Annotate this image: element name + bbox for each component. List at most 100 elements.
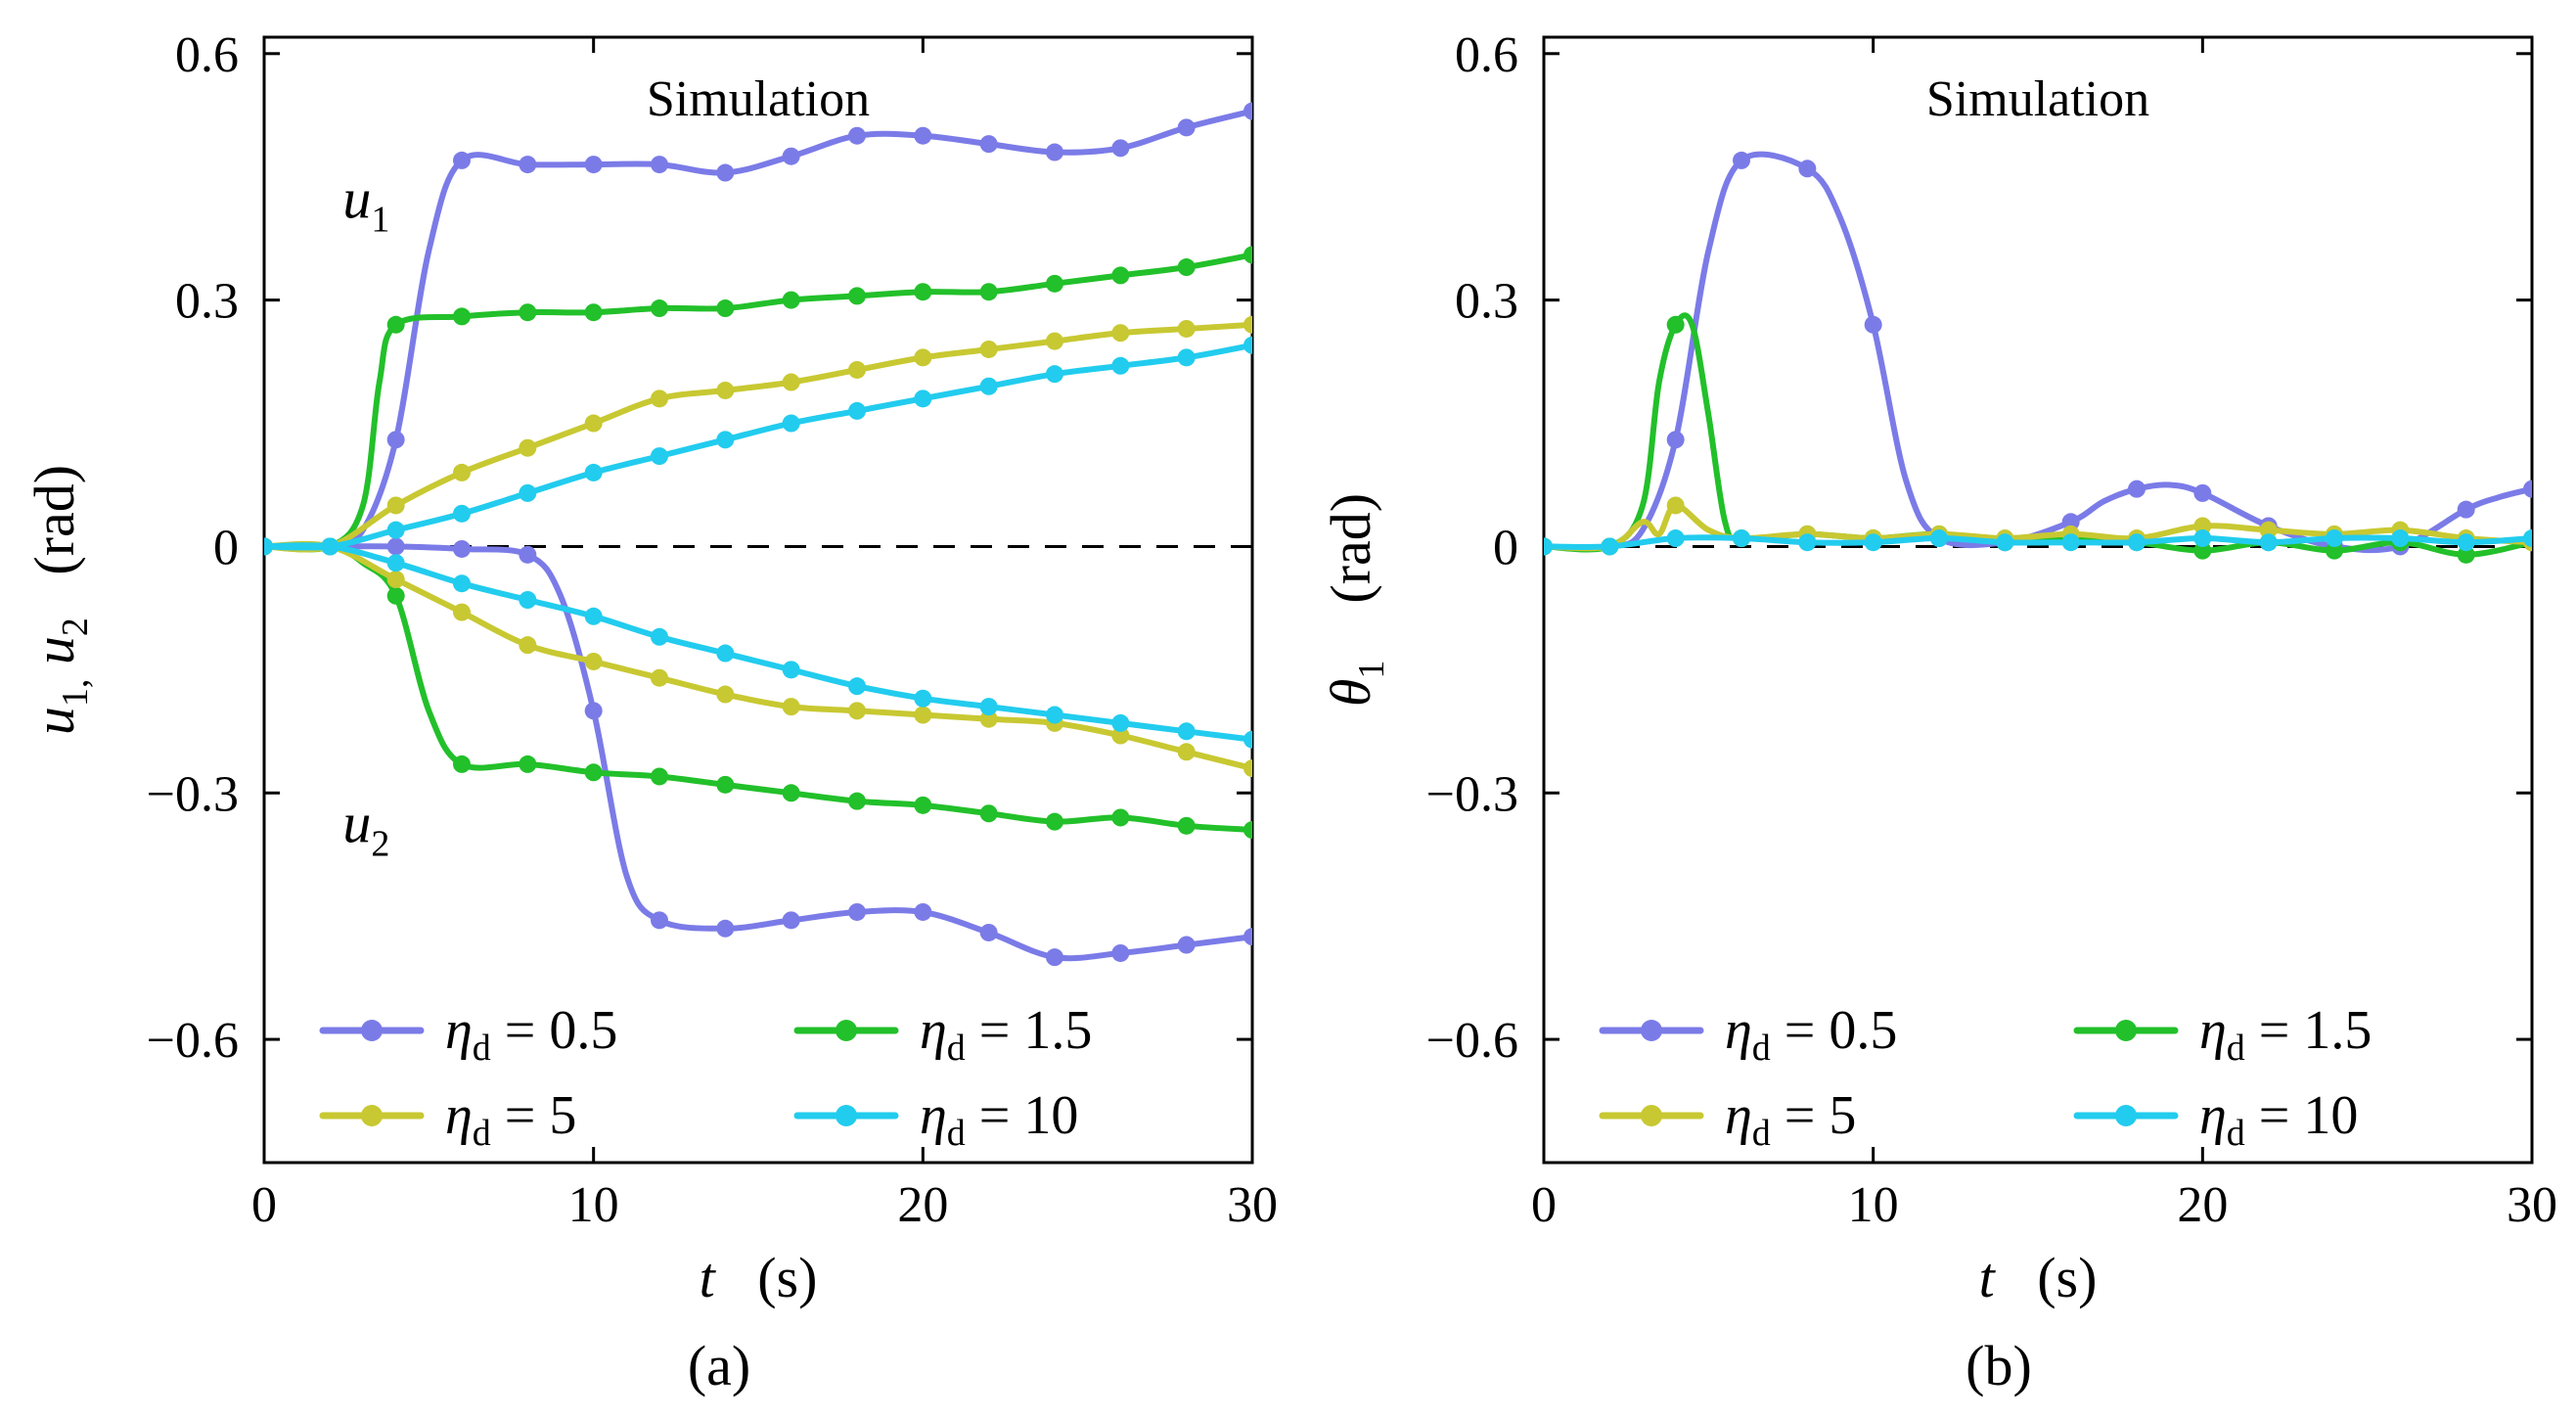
x-tick-label: 0 [251,1177,277,1233]
data-point [453,755,471,773]
data-point [2523,529,2532,548]
y-label-var2: u [23,636,86,679]
y-axis-label: θ1 (rad) [1319,493,1392,707]
legend-var: η [1725,1000,1752,1061]
data-point [321,537,339,556]
x-label-unit: (s) [1995,1246,2098,1309]
annotation-var: u [342,792,371,855]
data-point [979,135,998,154]
data-point [1046,706,1063,724]
legend-label: ηd = 0.5 [1725,1000,1897,1069]
data-point [914,902,932,921]
data-point [651,299,668,318]
x-label-unit: (s) [715,1246,818,1309]
y-tick-label: 0 [213,520,239,575]
data-point [651,767,668,786]
data-point [386,571,405,589]
data-point [716,163,735,182]
data-point [979,283,998,301]
legend-sub: d [473,1113,491,1154]
x-tick-label: 10 [1848,1177,1899,1233]
data-point [848,126,866,145]
y-tick-label: −0.6 [1426,1013,1518,1069]
data-point [1666,431,1685,449]
data-point [979,804,998,823]
y-label-sub2: 2 [55,618,96,636]
y-tick-label: −0.6 [147,1013,239,1069]
legend-var: η [445,1000,473,1061]
data-point [519,545,537,564]
x-axis-label: t (s) [700,1246,818,1309]
data-point [519,438,537,457]
data-point [651,627,668,646]
data-point [1243,821,1252,840]
data-point [2193,483,2212,502]
series-line-8 [264,542,1252,743]
series-group [264,102,1252,967]
data-point [386,521,405,539]
annotation-sub: 1 [371,200,389,241]
data-point [584,702,603,720]
data-point [2061,533,2080,552]
data-point [453,151,471,169]
data-point [782,373,800,391]
data-point [519,755,537,773]
x-tick-label: 20 [897,1177,948,1233]
data-point [1243,336,1252,354]
data-point [716,685,735,704]
data-point [716,644,735,663]
data-point [1111,726,1130,745]
legend-sub: d [947,1113,966,1154]
data-point [2523,480,2532,498]
legend-text: = 0.5 [1771,1000,1898,1061]
data-point [386,537,405,556]
data-point [848,902,866,921]
legend-sub: d [1752,1113,1771,1154]
y-label-sub1: 1, [55,679,96,708]
data-point [979,923,998,941]
x-tick-label: 30 [2507,1177,2557,1233]
data-point [1177,816,1196,835]
series-line-1 [1544,151,2532,554]
series-line-4 [1544,534,2532,551]
data-point [2061,513,2080,531]
data-point [914,689,932,708]
legend-var: η [445,1085,473,1146]
annotation-var: u [342,167,371,231]
data-point [914,706,932,724]
legend-swatch-marker [1641,1020,1662,1041]
data-point [848,792,866,810]
y-label-var1: θ [1319,679,1382,708]
series-line-6 [264,540,1252,772]
data-point [453,463,471,481]
series-annotation-2: u2 [342,792,389,865]
data-point [1177,743,1196,761]
data-point [1733,151,1750,169]
data-point [2326,529,2343,548]
series-line-5 [264,321,1252,553]
data-point [914,348,932,367]
legend-var: η [920,1000,947,1061]
data-point [1111,808,1130,827]
data-point [914,796,932,814]
plot-frame [262,35,1254,1165]
series-line-1 [264,108,1252,551]
data-point [386,315,405,334]
data-point [2259,533,2278,552]
data-point [584,303,603,322]
legend-label: ηd = 10 [920,1085,1078,1154]
data-point [386,554,405,572]
data-point [782,291,800,309]
data-point [848,360,866,379]
data-point [386,431,405,449]
data-point [1666,315,1685,334]
legend-text: = 5 [491,1085,577,1146]
data-point [1666,496,1685,515]
data-point [979,377,998,395]
data-point [264,537,273,556]
legend-swatch-marker [836,1105,857,1126]
legend-text: = 1.5 [2245,1000,2373,1061]
data-point [1111,943,1130,962]
